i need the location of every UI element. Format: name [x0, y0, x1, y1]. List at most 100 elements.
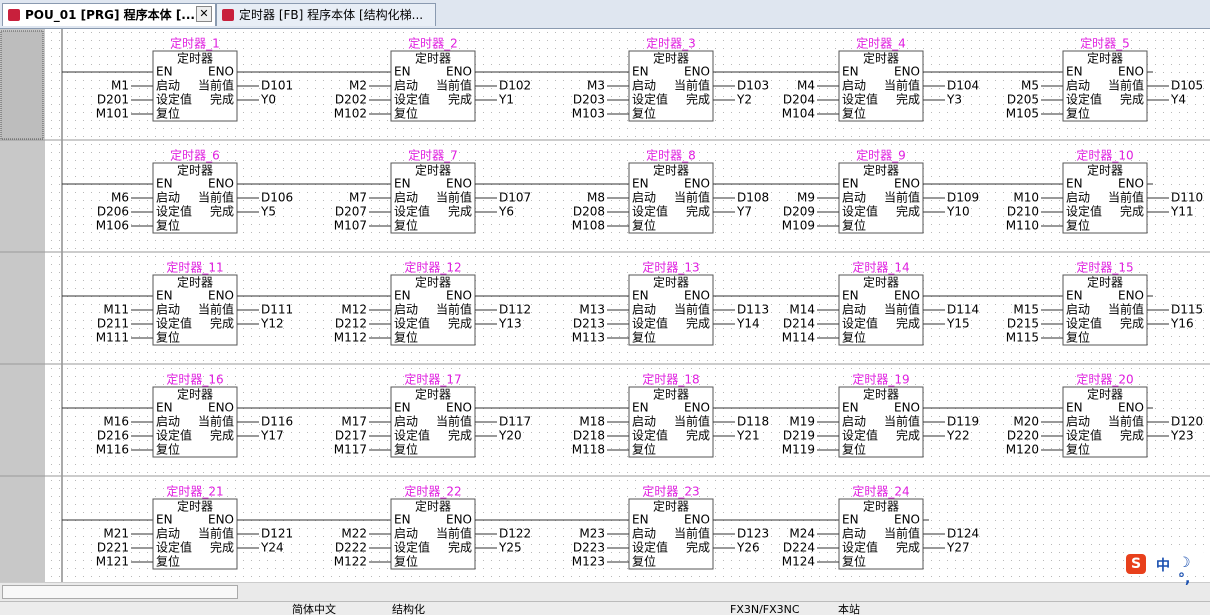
function-block	[152, 386, 238, 458]
variable: D102	[499, 79, 531, 93]
pin-label: 完成	[686, 540, 710, 555]
block-name: 定时器_8	[646, 148, 696, 163]
status-item: 本站	[838, 603, 860, 616]
variable: M124	[782, 555, 815, 569]
variable: M121	[96, 555, 129, 569]
pin-label: 启动	[394, 191, 418, 205]
selected-row[interactable]	[0, 30, 44, 140]
pin-label: 启动	[156, 303, 180, 317]
pin-label: 启动	[394, 415, 418, 429]
block-type: 定时器	[863, 275, 899, 290]
block-name: 定时器_10	[1076, 148, 1133, 163]
function-block	[838, 498, 924, 570]
pin-label: 复位	[1066, 218, 1090, 233]
pin-label: 复位	[842, 442, 866, 457]
pin-label: 当前值	[674, 78, 710, 93]
variable: M3	[587, 79, 605, 93]
pin-label: 启动	[842, 79, 866, 93]
variable: D215	[1007, 317, 1039, 331]
pin-label: EN	[1066, 289, 1083, 303]
block-name: 定时器_18	[642, 372, 699, 387]
close-button[interactable]: ✕	[196, 6, 212, 22]
variable: Y3	[946, 93, 962, 107]
pin-label: ENO	[684, 177, 710, 191]
pin-label: 完成	[686, 316, 710, 331]
pin-label: 完成	[1120, 428, 1144, 443]
pin-label: ENO	[684, 65, 710, 79]
pin-label: 设定值	[156, 204, 192, 219]
pin-label: 完成	[210, 204, 234, 219]
variable: D211	[97, 317, 129, 331]
ime-indicator[interactable]: S 中 ☽ °,	[1124, 552, 1206, 587]
variable: Y6	[498, 205, 514, 219]
block-name: 定时器_6	[170, 148, 220, 163]
variable: D103	[737, 79, 769, 93]
block-type: 定时器	[1087, 51, 1123, 66]
variable: M119	[782, 443, 815, 457]
variable: D105	[1171, 79, 1203, 93]
pin-label: ENO	[684, 513, 710, 527]
pin-label: 设定值	[394, 428, 430, 443]
pin-label: 完成	[210, 316, 234, 331]
variable: Y2	[736, 93, 752, 107]
block-name: 定时器_5	[1080, 36, 1130, 51]
pin-label: EN	[394, 65, 411, 79]
variable: M15	[1013, 303, 1039, 317]
pin-label: 启动	[632, 415, 656, 429]
variable: M1	[111, 79, 129, 93]
block-name: 定时器_9	[856, 148, 906, 163]
variable: M122	[334, 555, 367, 569]
variable: Y5	[260, 205, 276, 219]
block-name: 定时器_23	[642, 484, 699, 499]
variable: M21	[103, 527, 129, 541]
variable: D212	[335, 317, 367, 331]
variable: M13	[579, 303, 605, 317]
pin-label: 当前值	[198, 526, 234, 541]
block-type: 定时器	[415, 163, 451, 178]
pin-label: 完成	[896, 428, 920, 443]
tab[interactable]: POU_01 [PRG] 程序本体 [...	[2, 3, 216, 26]
block-type: 定时器	[863, 499, 899, 514]
pin-label: 完成	[448, 316, 472, 331]
pin-label: 当前值	[198, 78, 234, 93]
variable: M111	[96, 331, 129, 345]
variable: D224	[783, 541, 815, 555]
scrollbar[interactable]	[0, 582, 1210, 601]
pin-label: 设定值	[1066, 204, 1102, 219]
pin-label: EN	[1066, 401, 1083, 415]
block-name: 定时器_16	[166, 372, 223, 387]
tab[interactable]: 定时器 [FB] 程序本体 [结构化梯...	[216, 3, 436, 26]
pin-label: ENO	[1118, 65, 1144, 79]
pin-label: ENO	[446, 177, 472, 191]
variable: Y15	[946, 317, 970, 331]
variable: M5	[1021, 79, 1039, 93]
pin-label: EN	[632, 177, 649, 191]
tab-bar: POU_01 [PRG] 程序本体 [... ✕ 定时器 [FB] 程序本体 […	[0, 0, 1210, 29]
pin-label: 启动	[842, 527, 866, 541]
variable: D119	[947, 415, 979, 429]
variable: D113	[737, 303, 769, 317]
variable: M18	[579, 415, 605, 429]
variable: D115	[1171, 303, 1203, 317]
pin-label: 复位	[156, 330, 180, 345]
pin-label: 复位	[394, 218, 418, 233]
block-type: 定时器	[177, 275, 213, 290]
pin-label: 完成	[896, 540, 920, 555]
pin-label: 复位	[842, 330, 866, 345]
pin-label: EN	[156, 289, 173, 303]
block-type: 定时器	[1087, 163, 1123, 178]
pin-label: ENO	[1118, 177, 1144, 191]
variable: M24	[789, 527, 815, 541]
pin-label: EN	[632, 401, 649, 415]
pin-label: 设定值	[156, 92, 192, 107]
pin-label: 启动	[394, 79, 418, 93]
variable: Y26	[736, 541, 760, 555]
pin-label: 当前值	[436, 526, 472, 541]
variable: M10	[1013, 191, 1039, 205]
variable: M103	[572, 107, 605, 121]
pin-label: EN	[1066, 65, 1083, 79]
pin-label: 设定值	[156, 316, 192, 331]
pin-label: 当前值	[436, 302, 472, 317]
pin-label: 完成	[1120, 204, 1144, 219]
